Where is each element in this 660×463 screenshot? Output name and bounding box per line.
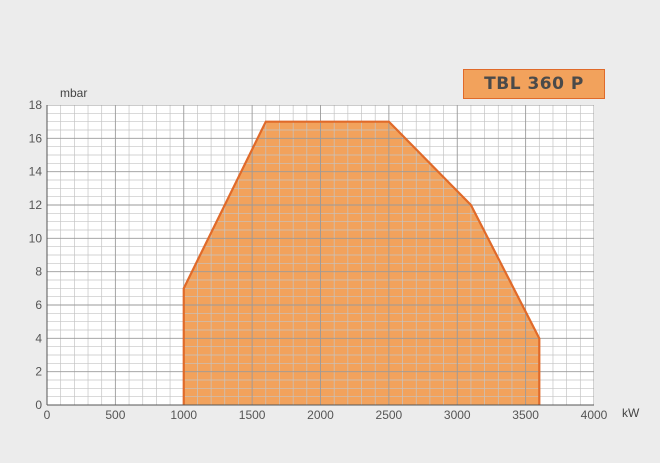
y-tick-label: 4 — [35, 331, 42, 345]
y-tick-label: 14 — [29, 165, 43, 179]
x-tick-label: 3000 — [444, 408, 471, 422]
area-outline-line — [182, 120, 541, 405]
x-tick-label: 2000 — [307, 408, 334, 422]
y-tick-label: 18 — [29, 98, 43, 112]
chart-title-badge: TBL 360 P — [463, 69, 605, 99]
y-tick-label: 6 — [35, 298, 42, 312]
y-tick-label: 12 — [29, 198, 43, 212]
x-tick-label: 4000 — [581, 408, 608, 422]
y-tick-label: 16 — [29, 131, 43, 145]
x-tick-label: 2500 — [376, 408, 403, 422]
axes-layer: 0 500 1000 1500 2000 2500 3000 3500 4000 0 2 4 6 8 10 1… — [29, 98, 608, 422]
x-tick-label: 500 — [105, 408, 125, 422]
y-tick-label: 0 — [35, 398, 42, 412]
x-tick-label: 1500 — [239, 408, 266, 422]
x-tick-label: 0 — [44, 408, 51, 422]
chart-title: TBL 360 P — [484, 74, 584, 94]
x-tick-label: 1000 — [170, 408, 197, 422]
grid-layer — [47, 105, 594, 405]
y-tick-label: 2 — [35, 365, 42, 379]
x-tick-label: 3500 — [512, 408, 539, 422]
x-axis-unit-label: kW — [622, 406, 640, 420]
y-tick-label: 10 — [29, 231, 43, 245]
y-tick-label: 8 — [35, 265, 42, 279]
area-outline-layer — [182, 120, 541, 405]
y-axis-unit-label: mbar — [60, 86, 87, 100]
